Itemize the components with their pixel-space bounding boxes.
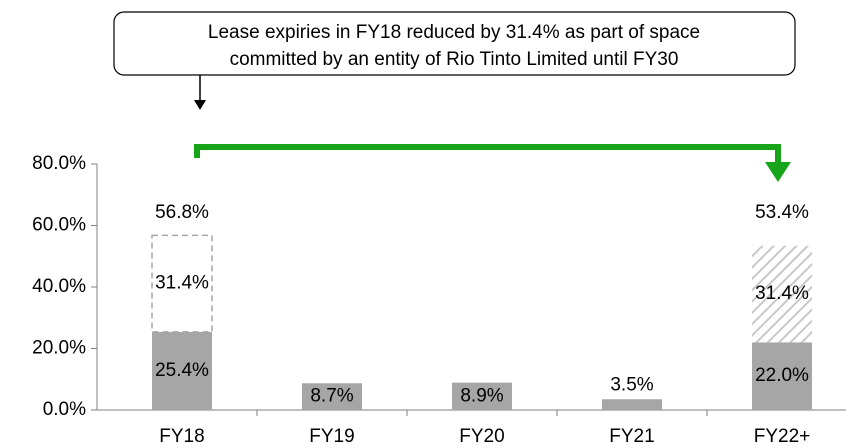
bar-segment — [152, 331, 212, 410]
y-tick-label: 80.0% — [32, 153, 86, 174]
annotation: Lease expiries in FY18 reduced by 31.4% … — [208, 22, 700, 43]
bar-segment — [602, 399, 662, 410]
x-tick-label: FY21 — [609, 426, 654, 447]
data-label: 31.4% — [155, 273, 209, 294]
arrow — [194, 144, 791, 182]
bar-segment — [752, 342, 812, 410]
x-tick-label: FY20 — [459, 426, 504, 447]
annotation: committed by an entity of Rio Tinto Limi… — [230, 49, 679, 70]
y-tick-label: 40.0% — [32, 276, 86, 297]
callout-arrowhead — [194, 100, 206, 110]
x-tick-label: FY22+ — [754, 426, 811, 447]
y-tick-label: 60.0% — [32, 215, 86, 236]
bar-segment — [151, 234, 213, 333]
total-label: 56.8% — [155, 202, 209, 223]
data-label: 31.4% — [755, 283, 809, 304]
x-tick-label: FY19 — [309, 426, 354, 447]
data-label: 25.4% — [155, 360, 209, 381]
y-tick-label: 20.0% — [32, 338, 86, 359]
callout-box — [113, 11, 796, 76]
bar-segment — [452, 382, 512, 410]
data-label: 8.9% — [460, 385, 503, 406]
bar-segment — [302, 383, 362, 410]
data-label: 8.7% — [310, 386, 353, 407]
data-label: 22.0% — [755, 365, 809, 386]
x-tick-label: FY18 — [159, 426, 204, 447]
data-label: 3.5% — [610, 374, 653, 395]
arrow-line — [194, 144, 781, 166]
y-tick-label: 0.0% — [43, 399, 86, 420]
total-label: 53.4% — [755, 202, 809, 223]
bar-segment — [752, 245, 812, 343]
arrow-head — [765, 162, 791, 182]
